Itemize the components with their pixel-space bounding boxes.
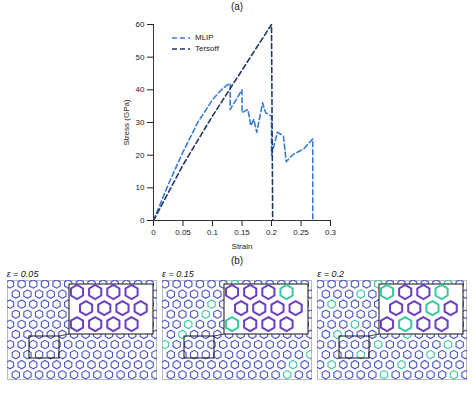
html-text:ε = 0.2: ε = 0.2: [317, 269, 344, 279]
svg-text:50: 50: [136, 53, 145, 62]
svg-text:0: 0: [151, 228, 156, 237]
svg-text:0.15: 0.15: [234, 228, 250, 237]
svg-text:0: 0: [140, 216, 145, 225]
html-text:(b): (b): [230, 255, 244, 266]
svg-text:0.1: 0.1: [207, 228, 219, 237]
svg-text:60: 60: [136, 20, 145, 29]
html-text:ε = 0.05: ε = 0.05: [6, 269, 39, 279]
html-text:MLIP: MLIP: [195, 33, 214, 42]
svg-text:0.05: 0.05: [175, 228, 191, 237]
svg-text:0.25: 0.25: [293, 228, 309, 237]
svg-text:Strain: Strain: [232, 242, 253, 251]
html-text:(a): (a): [230, 1, 244, 12]
html-text:ε = 0.15: ε = 0.15: [162, 269, 194, 279]
svg-text:20: 20: [136, 151, 145, 160]
html-text:Tersoff: Tersoff: [195, 44, 219, 53]
svg-text:10: 10: [136, 183, 145, 192]
svg-text:0.3: 0.3: [325, 228, 337, 237]
svg-text:Stress (GPa): Stress (GPa): [122, 99, 131, 146]
svg-text:30: 30: [136, 118, 145, 127]
svg-text:0.2: 0.2: [266, 228, 278, 237]
svg-text:40: 40: [136, 85, 145, 94]
